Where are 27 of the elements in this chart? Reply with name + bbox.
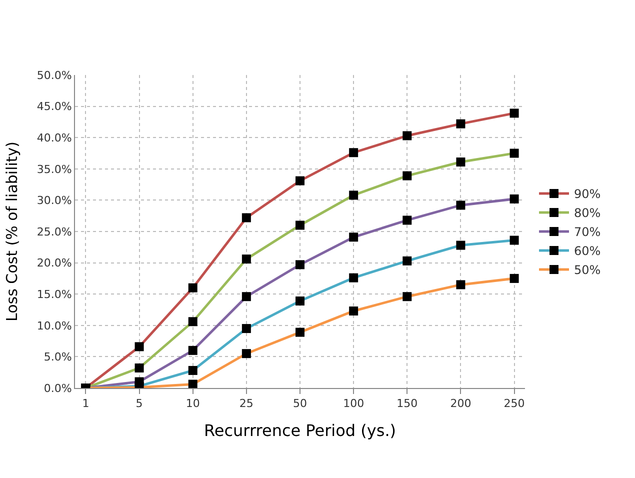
y-axis-title: Loss Cost (% of liability)	[3, 141, 22, 322]
y-tick-label: 0.0%	[44, 382, 72, 395]
y-tick-label: 5.0%	[44, 350, 72, 364]
y-tick-label: 20.0%	[36, 256, 72, 270]
legend-label: 80%	[574, 206, 601, 220]
x-tick-label: 250	[504, 397, 525, 410]
y-tick-label: 50.0%	[36, 68, 72, 82]
y-tick-label: 15.0%	[36, 288, 72, 301]
x-tick-label: 200	[450, 397, 472, 410]
x-tick-label: 100	[343, 397, 364, 410]
x-tick-label: 150	[396, 397, 418, 410]
y-tick-label: 40.0%	[36, 131, 72, 144]
y-tick-label: 30.0%	[36, 194, 72, 208]
legend-label: 50%	[574, 263, 601, 278]
y-tick-label: 35.0%	[36, 162, 72, 176]
x-axis-title: Recurrrence Period (ys.)	[204, 420, 396, 440]
x-tick-label: 5	[136, 397, 143, 410]
y-tick-label: 25.0%	[36, 225, 72, 238]
legend-label: 60%	[574, 244, 601, 258]
legend-label: 90%	[574, 187, 601, 202]
x-tick-label: 1	[82, 397, 90, 410]
x-tick-label: 10	[186, 397, 200, 410]
y-tick-label: 10.0%	[36, 319, 72, 332]
y-tick-label: 45.0%	[36, 100, 72, 114]
legend-label: 70%	[574, 225, 601, 240]
x-tick-label: 50	[293, 397, 307, 410]
x-tick-label: 25	[239, 397, 254, 410]
